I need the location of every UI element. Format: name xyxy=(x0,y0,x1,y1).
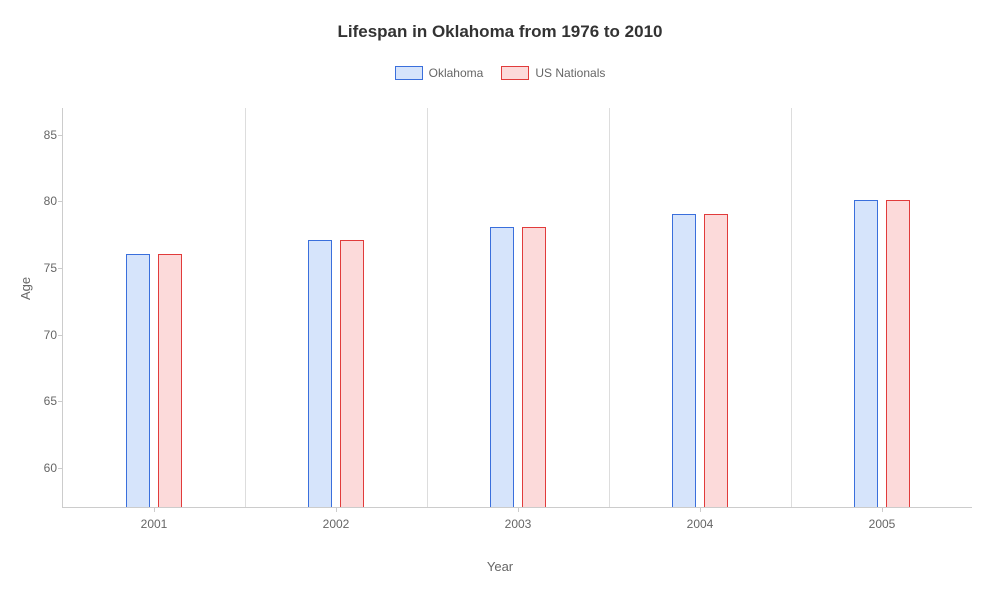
y-tick-mark xyxy=(58,201,63,202)
legend-label: US Nationals xyxy=(535,66,605,80)
x-axis-label: Year xyxy=(0,559,1000,574)
bar xyxy=(126,254,150,507)
bar xyxy=(672,214,696,507)
bar xyxy=(522,227,546,507)
legend-swatch xyxy=(501,66,529,80)
bar xyxy=(158,254,182,507)
legend-swatch xyxy=(395,66,423,80)
y-tick-label: 85 xyxy=(29,128,57,142)
y-tick-mark xyxy=(58,468,63,469)
bar xyxy=(490,227,514,507)
bar xyxy=(308,240,332,507)
x-tick-label: 2002 xyxy=(323,517,350,531)
bar xyxy=(886,200,910,507)
legend-item: Oklahoma xyxy=(395,66,484,80)
vertical-gridline xyxy=(791,108,792,507)
plot-area: 60657075808520012002200320042005 xyxy=(62,108,972,508)
y-tick-mark xyxy=(58,335,63,336)
x-tick-mark xyxy=(882,507,883,512)
y-tick-mark xyxy=(58,401,63,402)
y-tick-mark xyxy=(58,268,63,269)
y-tick-label: 70 xyxy=(29,328,57,342)
bar xyxy=(340,240,364,507)
vertical-gridline xyxy=(245,108,246,507)
y-tick-label: 75 xyxy=(29,261,57,275)
x-tick-label: 2003 xyxy=(505,517,532,531)
y-axis-label: Age xyxy=(18,277,33,300)
chart-title: Lifespan in Oklahoma from 1976 to 2010 xyxy=(0,0,1000,42)
y-tick-label: 80 xyxy=(29,194,57,208)
vertical-gridline xyxy=(609,108,610,507)
bar xyxy=(704,214,728,507)
y-tick-label: 60 xyxy=(29,461,57,475)
x-tick-label: 2005 xyxy=(869,517,896,531)
vertical-gridline xyxy=(427,108,428,507)
x-tick-mark xyxy=(700,507,701,512)
y-tick-mark xyxy=(58,135,63,136)
bar xyxy=(854,200,878,507)
legend-label: Oklahoma xyxy=(429,66,484,80)
x-tick-label: 2004 xyxy=(687,517,714,531)
x-tick-label: 2001 xyxy=(141,517,168,531)
x-tick-mark xyxy=(336,507,337,512)
x-tick-mark xyxy=(154,507,155,512)
legend: Oklahoma US Nationals xyxy=(0,66,1000,80)
x-tick-mark xyxy=(518,507,519,512)
y-tick-label: 65 xyxy=(29,394,57,408)
legend-item: US Nationals xyxy=(501,66,605,80)
